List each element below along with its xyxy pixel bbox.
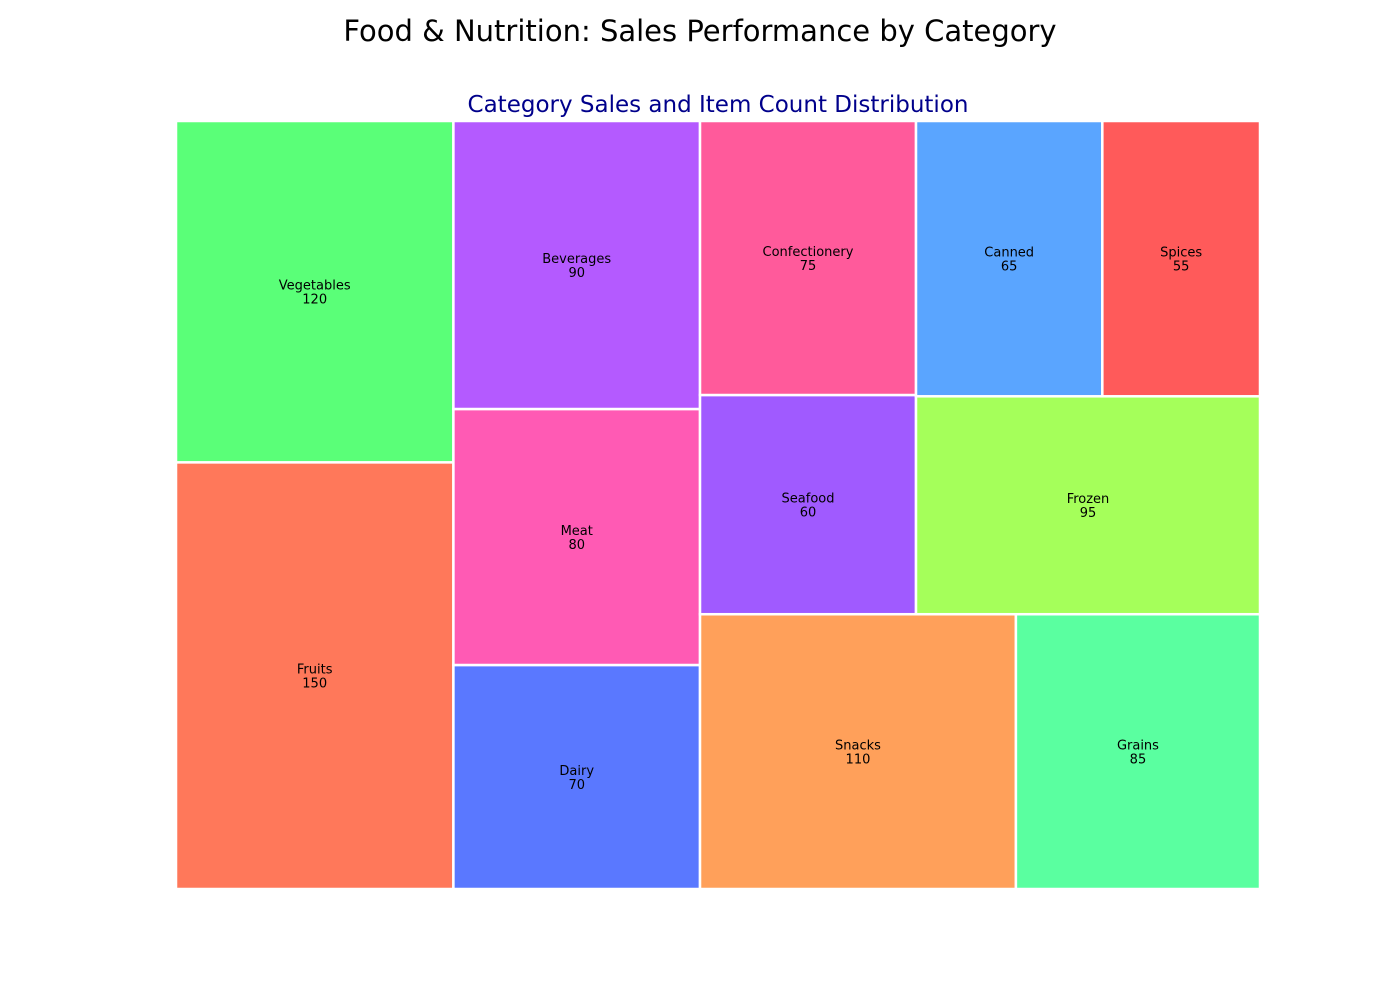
tile-name-dairy: Dairy (559, 764, 594, 779)
tile-name-fruits: Fruits (297, 663, 333, 678)
chart-subtitle: Category Sales and Item Count Distributi… (468, 92, 969, 118)
tile-rect-meat (452, 407, 702, 667)
tile-rect-vegetables (174, 119, 455, 464)
tile-value-canned: 65 (1001, 260, 1018, 275)
tile-value-fruits: 150 (302, 677, 327, 692)
tile-value-dairy: 70 (568, 778, 585, 793)
tile-name-vegetables: Vegetables (279, 279, 351, 294)
tile-value-spices: 55 (1173, 260, 1190, 275)
tile-rect-dairy (452, 663, 702, 891)
tile-rect-snacks (698, 612, 1018, 891)
tile-value-beverages: 90 (568, 266, 585, 281)
tile-value-grains: 85 (1130, 753, 1147, 768)
tile-rect-fruits (174, 461, 455, 891)
tile-rect-seafood (698, 393, 918, 616)
tile-value-snacks: 110 (846, 753, 871, 768)
tile-name-confectionery: Confectionery (763, 245, 854, 260)
tile-value-frozen: 95 (1080, 506, 1097, 521)
tile-name-spices: Spices (1160, 246, 1202, 261)
tile-name-seafood: Seafood (782, 492, 835, 507)
tile-name-meat: Meat (561, 524, 593, 539)
tile-rect-spices (1101, 119, 1262, 398)
tile-value-vegetables: 120 (302, 293, 327, 308)
tile-rect-canned (914, 119, 1104, 398)
tile-rect-grains (1014, 612, 1262, 891)
tile-name-snacks: Snacks (835, 739, 881, 754)
tile-name-grains: Grains (1117, 739, 1159, 754)
tile-rect-confectionery (698, 119, 918, 397)
tile-name-canned: Canned (984, 246, 1034, 261)
tile-name-beverages: Beverages (542, 252, 611, 267)
tile-rect-frozen (914, 395, 1262, 616)
tile-value-confectionery: 75 (800, 259, 817, 274)
tile-rect-beverages (452, 119, 702, 411)
chart-title: Food & Nutrition: Sales Performance by C… (343, 14, 1057, 48)
treemap-tiles: Fruits150Vegetables120Dairy70Meat80Bever… (174, 119, 1262, 891)
tile-value-meat: 80 (568, 538, 585, 553)
tile-value-seafood: 60 (800, 506, 817, 521)
tile-name-frozen: Frozen (1067, 492, 1110, 507)
